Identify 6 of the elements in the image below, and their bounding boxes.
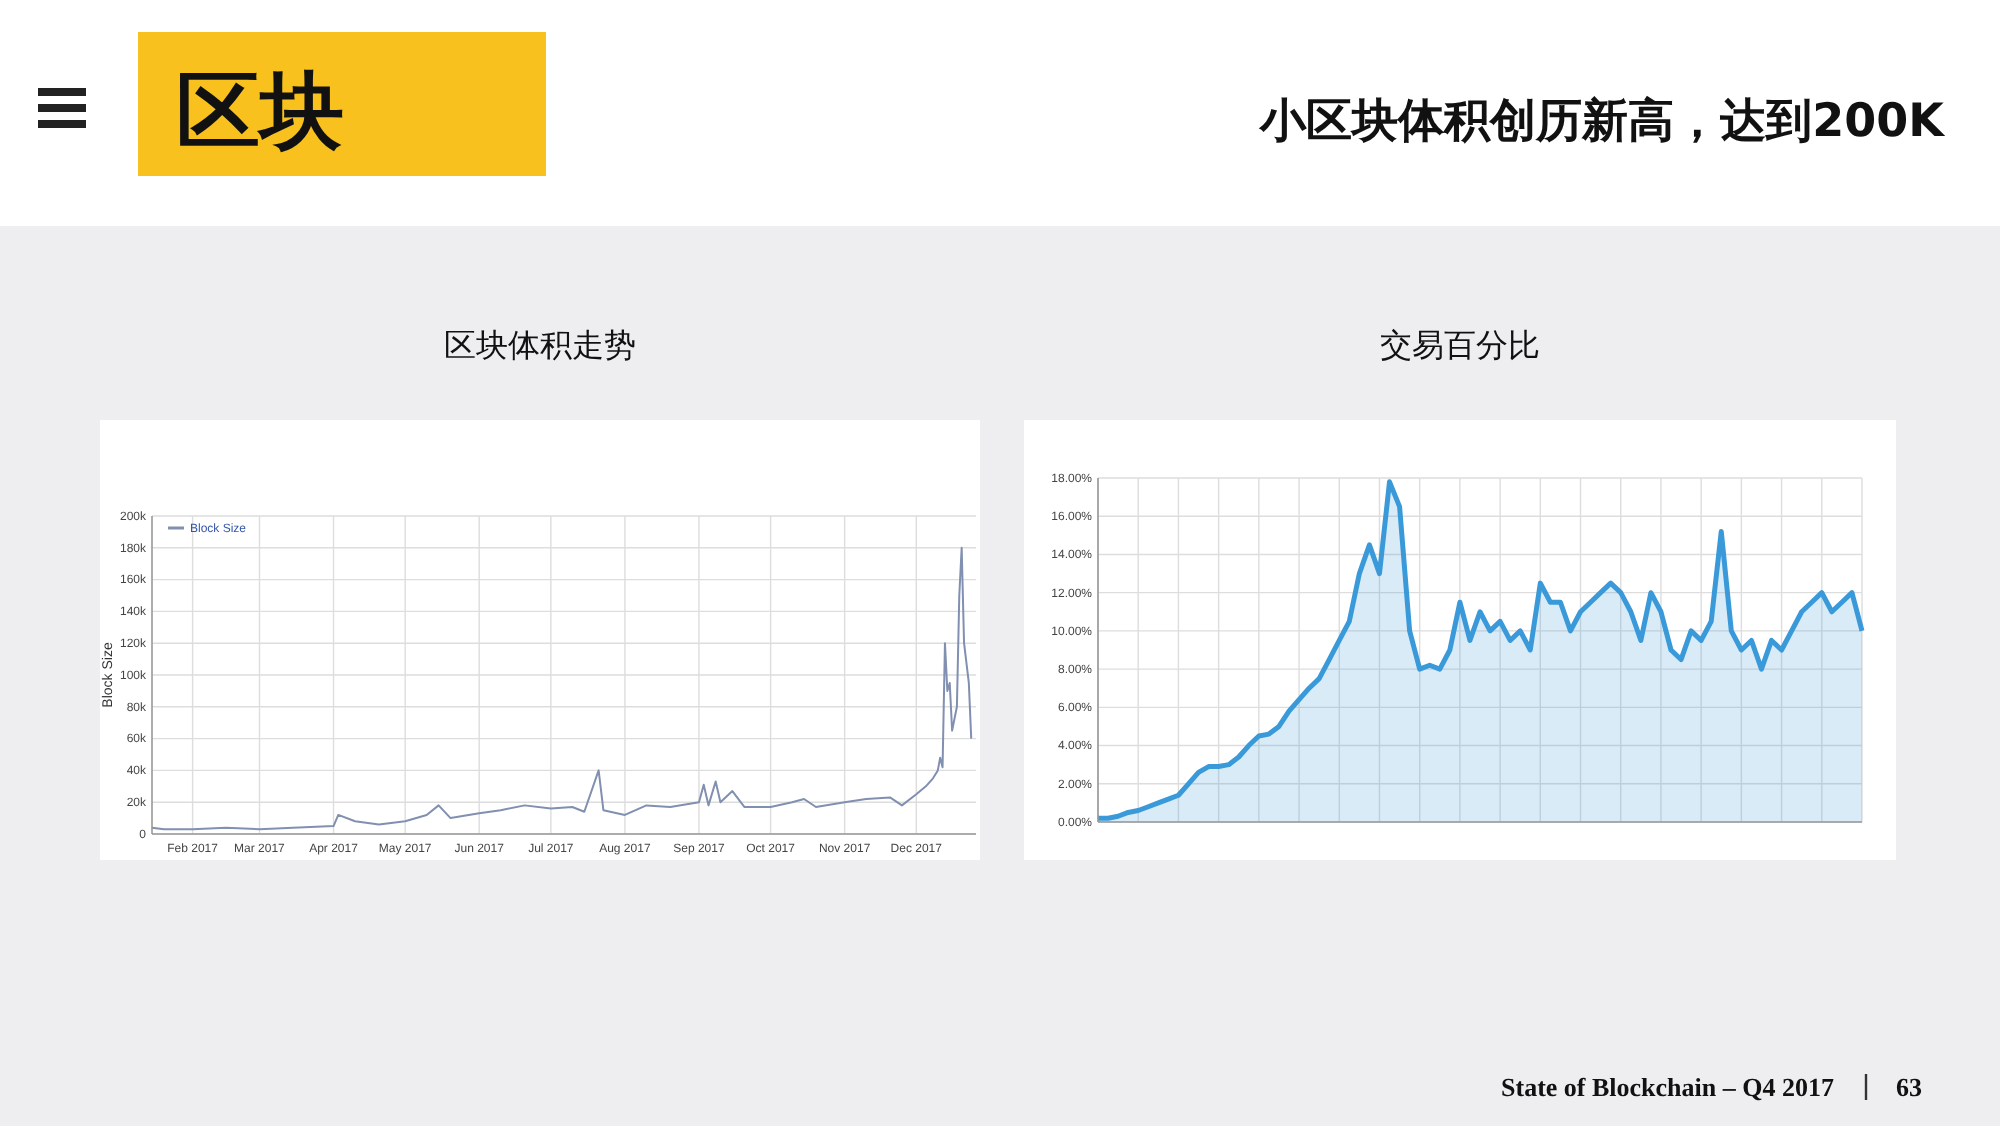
text: 63: [1896, 1072, 1923, 1102]
chart-title: 区块体积走势: [444, 326, 636, 364]
text: 小区块体积创历新高，达到200K: [1258, 94, 1947, 148]
chart-title: 交易百分比: [1380, 326, 1540, 364]
text: 区块: [176, 62, 344, 160]
text: State of Blockchain – Q4 2017: [1501, 1072, 1835, 1102]
